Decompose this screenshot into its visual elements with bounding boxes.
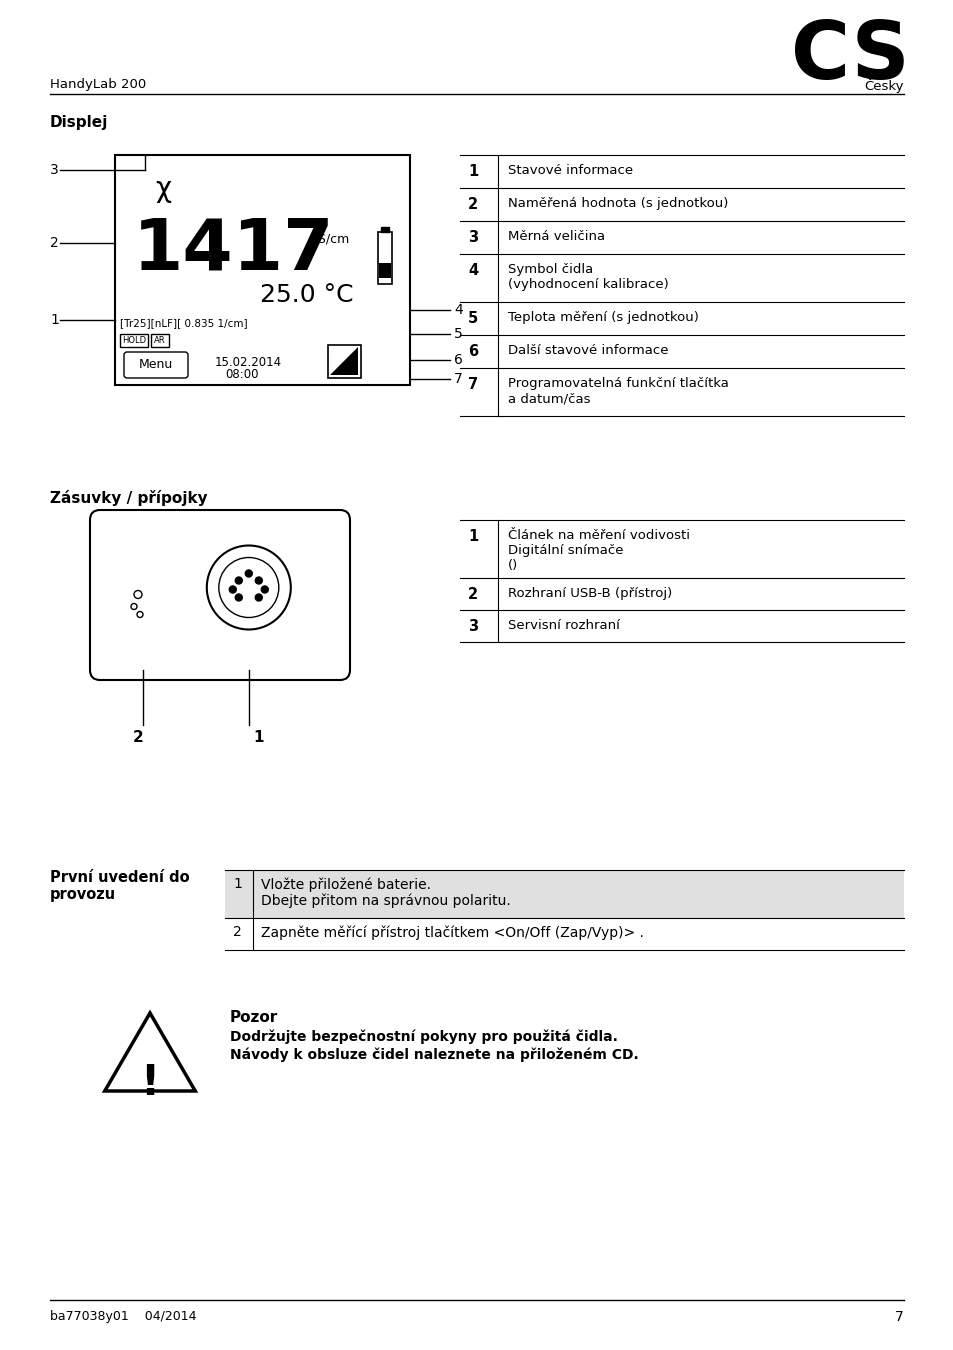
Circle shape <box>229 586 236 593</box>
Text: 1417: 1417 <box>132 215 335 284</box>
Text: 6: 6 <box>454 352 462 367</box>
Text: Měrná veličina: Měrná veličina <box>507 230 604 243</box>
Text: χ: χ <box>154 176 171 202</box>
Text: Pozor: Pozor <box>230 1010 278 1025</box>
Text: 25.0 °C: 25.0 °C <box>260 284 354 306</box>
Text: Displej: Displej <box>50 115 109 130</box>
Text: Dodržujte bezpečnostní pokyny pro použitá čidla.: Dodržujte bezpečnostní pokyny pro použit… <box>230 1029 618 1044</box>
Text: [Tr25][nLF][ 0.835 1/cm]: [Tr25][nLF][ 0.835 1/cm] <box>120 319 248 328</box>
Text: Česky: Česky <box>863 78 903 93</box>
Text: 6: 6 <box>468 344 477 359</box>
Text: CS: CS <box>791 18 909 96</box>
Circle shape <box>245 570 252 576</box>
Text: 7: 7 <box>894 1310 903 1324</box>
Text: 1: 1 <box>50 313 59 327</box>
Text: Článek na měření vodivosti
Digitální snímače
(): Článek na měření vodivosti Digitální sní… <box>507 529 689 572</box>
Circle shape <box>255 576 262 585</box>
Text: 15.02.2014: 15.02.2014 <box>214 356 282 369</box>
Text: Další stavové informace: Další stavové informace <box>507 344 668 356</box>
Circle shape <box>235 576 242 585</box>
FancyBboxPatch shape <box>115 155 410 385</box>
Text: 2: 2 <box>233 925 241 940</box>
Text: 3: 3 <box>468 230 477 244</box>
FancyBboxPatch shape <box>151 333 169 347</box>
Text: AR: AR <box>154 336 166 346</box>
Text: 2: 2 <box>468 197 477 212</box>
Text: 1: 1 <box>253 730 264 745</box>
Text: HOLD: HOLD <box>122 336 146 346</box>
FancyBboxPatch shape <box>124 352 188 378</box>
Text: 1: 1 <box>468 529 477 544</box>
Text: Programovatelná funkční tlačítka
a datum/čas: Programovatelná funkční tlačítka a datum… <box>507 377 728 405</box>
Circle shape <box>261 586 268 593</box>
Text: 3: 3 <box>468 620 477 634</box>
Text: 1: 1 <box>468 163 477 180</box>
FancyBboxPatch shape <box>225 869 903 918</box>
FancyBboxPatch shape <box>380 227 389 232</box>
Text: 4: 4 <box>468 263 477 278</box>
Text: 5: 5 <box>468 310 477 325</box>
Polygon shape <box>105 1012 195 1091</box>
Text: 1: 1 <box>233 878 242 891</box>
Text: 4: 4 <box>454 302 462 317</box>
Text: Naměřená hodnota (s jednotkou): Naměřená hodnota (s jednotkou) <box>507 197 727 211</box>
FancyBboxPatch shape <box>378 263 391 278</box>
Text: Zapněte měřící přístroj tlačítkem <On/Off (Zap/Vyp)> .: Zapněte měřící přístroj tlačítkem <On/Of… <box>261 925 643 940</box>
Text: 7: 7 <box>454 373 462 386</box>
Text: 2: 2 <box>50 236 59 250</box>
FancyBboxPatch shape <box>377 232 392 284</box>
Text: Návody k obsluze čidel naleznete na přiloženém CD.: Návody k obsluze čidel naleznete na přil… <box>230 1048 639 1061</box>
Text: ba77038y01    04/2014: ba77038y01 04/2014 <box>50 1310 196 1323</box>
Text: 08:00: 08:00 <box>225 369 258 381</box>
Text: 2: 2 <box>132 730 143 745</box>
FancyBboxPatch shape <box>90 510 350 680</box>
Circle shape <box>235 594 242 601</box>
Text: μS/cm: μS/cm <box>310 234 349 246</box>
Text: Symbol čidla
(vyhodnocení kalibrace): Symbol čidla (vyhodnocení kalibrace) <box>507 263 668 292</box>
FancyBboxPatch shape <box>120 333 148 347</box>
Text: Menu: Menu <box>139 359 172 371</box>
Text: Stavové informace: Stavové informace <box>507 163 633 177</box>
Text: Teplota měření (s jednotkou): Teplota měření (s jednotkou) <box>507 310 699 324</box>
Text: !: ! <box>140 1062 159 1104</box>
Text: 7: 7 <box>468 377 477 392</box>
Text: První uvedení do
provozu: První uvedení do provozu <box>50 869 190 902</box>
Text: 5: 5 <box>454 327 462 342</box>
Text: Rozhraní USB-B (přístroj): Rozhraní USB-B (přístroj) <box>507 587 672 599</box>
Text: Vložte přiložené baterie.
Dbejte přitom na správnou polaritu.: Vložte přiložené baterie. Dbejte přitom … <box>261 878 510 909</box>
Text: 3: 3 <box>50 163 59 177</box>
Text: Servisní rozhraní: Servisní rozhraní <box>507 620 619 632</box>
Circle shape <box>255 594 262 601</box>
Text: Zásuvky / přípojky: Zásuvky / přípojky <box>50 490 208 506</box>
Polygon shape <box>330 347 357 375</box>
Text: 2: 2 <box>468 587 477 602</box>
Text: HandyLab 200: HandyLab 200 <box>50 78 146 90</box>
